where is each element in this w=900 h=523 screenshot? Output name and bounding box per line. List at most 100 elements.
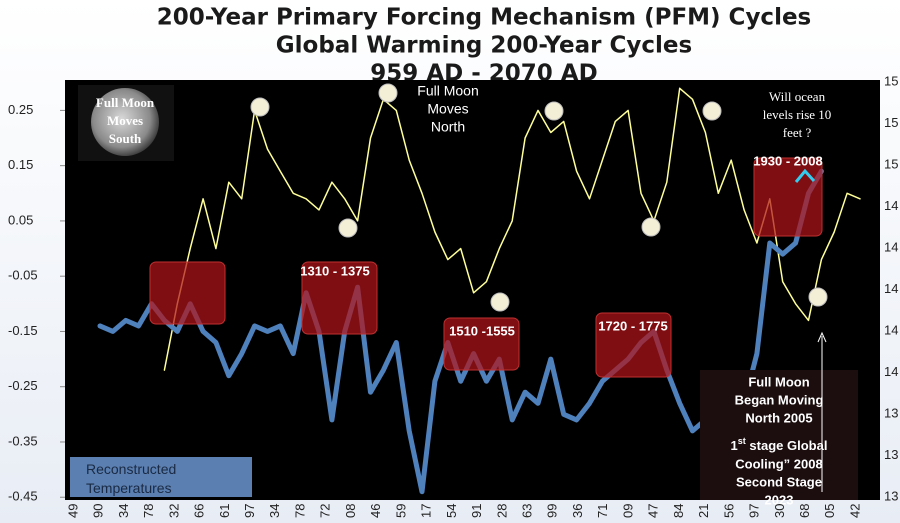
legend-label: Reconstructed Temperatures [86, 461, 176, 496]
y-tick-label: -0.35 [8, 433, 38, 448]
annotation-part: 1 [731, 438, 738, 453]
x-tick-label: 99 [545, 504, 560, 518]
highlight-box [595, 312, 672, 378]
annotation: Full Moon [417, 83, 478, 99]
highlight-box [149, 261, 226, 325]
annotation: Full Moon [96, 95, 155, 110]
x-tick-label: 56 [721, 504, 736, 518]
period-label: 1510 -1555 [449, 323, 515, 338]
x-tick-label: 59 [393, 504, 408, 518]
y2-tick-label: 14 [884, 198, 898, 213]
annotations: Full Moon Moves South Full Moon Moves North Wi… [96, 83, 831, 508]
x-tick-label: 91 [469, 504, 484, 518]
arrow [817, 331, 827, 343]
y2-tick-label: 15 [884, 73, 898, 88]
x-tick-label: 42 [847, 504, 862, 518]
moon-marker [641, 217, 661, 237]
x-tick-label: 78 [141, 504, 156, 518]
x-tick-label: 66 [192, 504, 207, 518]
moons [250, 83, 828, 312]
annotation: Will ocean [769, 89, 826, 104]
x-tick-label: 47 [646, 504, 661, 518]
x-tick-label: 17 [419, 504, 434, 518]
x-tick-label: 36 [570, 504, 585, 518]
period-label: 1720 - 1775 [598, 318, 667, 333]
x-tick-label: 78 [292, 504, 307, 518]
period-label: 1930 - 2008 [753, 153, 822, 168]
x-tick-label: 09 [620, 504, 635, 518]
x-tick-label: 32 [166, 504, 181, 518]
x-tick-label: 97 [242, 504, 257, 518]
x-tick-label: 05 [822, 504, 837, 518]
x-tick-label: 08 [343, 504, 358, 518]
x-tick-label: 21 [696, 504, 711, 518]
y2-tick-label: 15 [884, 115, 898, 130]
annotation: Began Moving [735, 392, 824, 407]
annotation: 2023 [765, 492, 794, 507]
x-tick-label: 63 [520, 504, 535, 518]
x-tick-label: 97 [747, 504, 762, 518]
moon-image [91, 88, 159, 156]
y2-tick-label: 15 [884, 156, 898, 171]
x-tick-label: 72 [318, 504, 333, 518]
moon-marker [702, 101, 722, 121]
annotation: levels rise 10 [763, 107, 832, 122]
moon-marker [250, 97, 270, 117]
annotation: Moves [107, 113, 143, 128]
x-tick-label: 61 [217, 504, 232, 518]
x-tick-label: 54 [444, 504, 459, 518]
moon-marker [490, 292, 510, 312]
y2-tick-label: 14 [884, 281, 898, 296]
y-tick-label: 0.05 [8, 212, 33, 227]
x-tick-label: 34 [116, 504, 131, 518]
y-tick-label: 0.15 [8, 157, 33, 172]
y-tick-label: -0.45 [8, 489, 38, 504]
y2-tick-label: 14 [884, 322, 898, 337]
x-tick-label: 71 [595, 504, 610, 518]
y-tick-label: -0.25 [8, 378, 38, 393]
x-tick-label: 90 [91, 504, 106, 518]
y-tick-label: -0.05 [8, 268, 38, 283]
moon-marker [808, 287, 828, 307]
y2-tick-label: 13 [884, 405, 898, 420]
x-tick-label: 84 [671, 504, 686, 518]
y2-tick-label: 13 [884, 447, 898, 462]
arrow [794, 168, 816, 183]
y-tick-label: 0.25 [8, 102, 33, 117]
x-tick-label: 46 [368, 504, 383, 518]
highlight-box [443, 317, 520, 371]
y2-tick-label: 13 [884, 488, 898, 503]
chart-subtitle: Global Warming 200-Year Cycles [276, 33, 692, 59]
annotation: Moves [427, 101, 468, 117]
highlight-box [753, 157, 823, 237]
moon-marker [338, 218, 358, 238]
annotation: Full Moon [748, 374, 809, 389]
period-label: 1310 - 1375 [300, 263, 369, 278]
highlight-box [301, 261, 378, 335]
data-line [163, 87, 861, 371]
annotation: North 2005 [745, 410, 812, 425]
chart-title: 200-Year Primary Forcing Mechanism (PFM)… [157, 5, 812, 31]
legend-box [70, 457, 252, 497]
annotation: North [431, 119, 465, 135]
x-tick-label: 28 [494, 504, 509, 518]
decorations [78, 85, 858, 500]
annotation: South [109, 131, 142, 146]
y2-tick-label: 14 [884, 239, 898, 254]
annotation: 1st stage Global [731, 436, 828, 453]
y2-tick-label: 14 [884, 364, 898, 379]
moon-marker [378, 83, 398, 103]
x-tick-label: 49 [65, 504, 80, 518]
note-box [700, 370, 858, 500]
legend-line: Temperatures [86, 480, 172, 496]
annotation: Cooling” 2008 [735, 456, 822, 471]
legend-line: Reconstructed [86, 461, 176, 477]
annotation: Second Stage [736, 474, 822, 489]
x-tick-label: 30 [772, 504, 787, 518]
annotation-part: st [738, 436, 746, 446]
annotation: feet ? [783, 125, 812, 140]
x-tick-label: 34 [267, 504, 282, 518]
y-tick-label: -0.15 [8, 323, 38, 338]
x-tick-label: 68 [797, 504, 812, 518]
